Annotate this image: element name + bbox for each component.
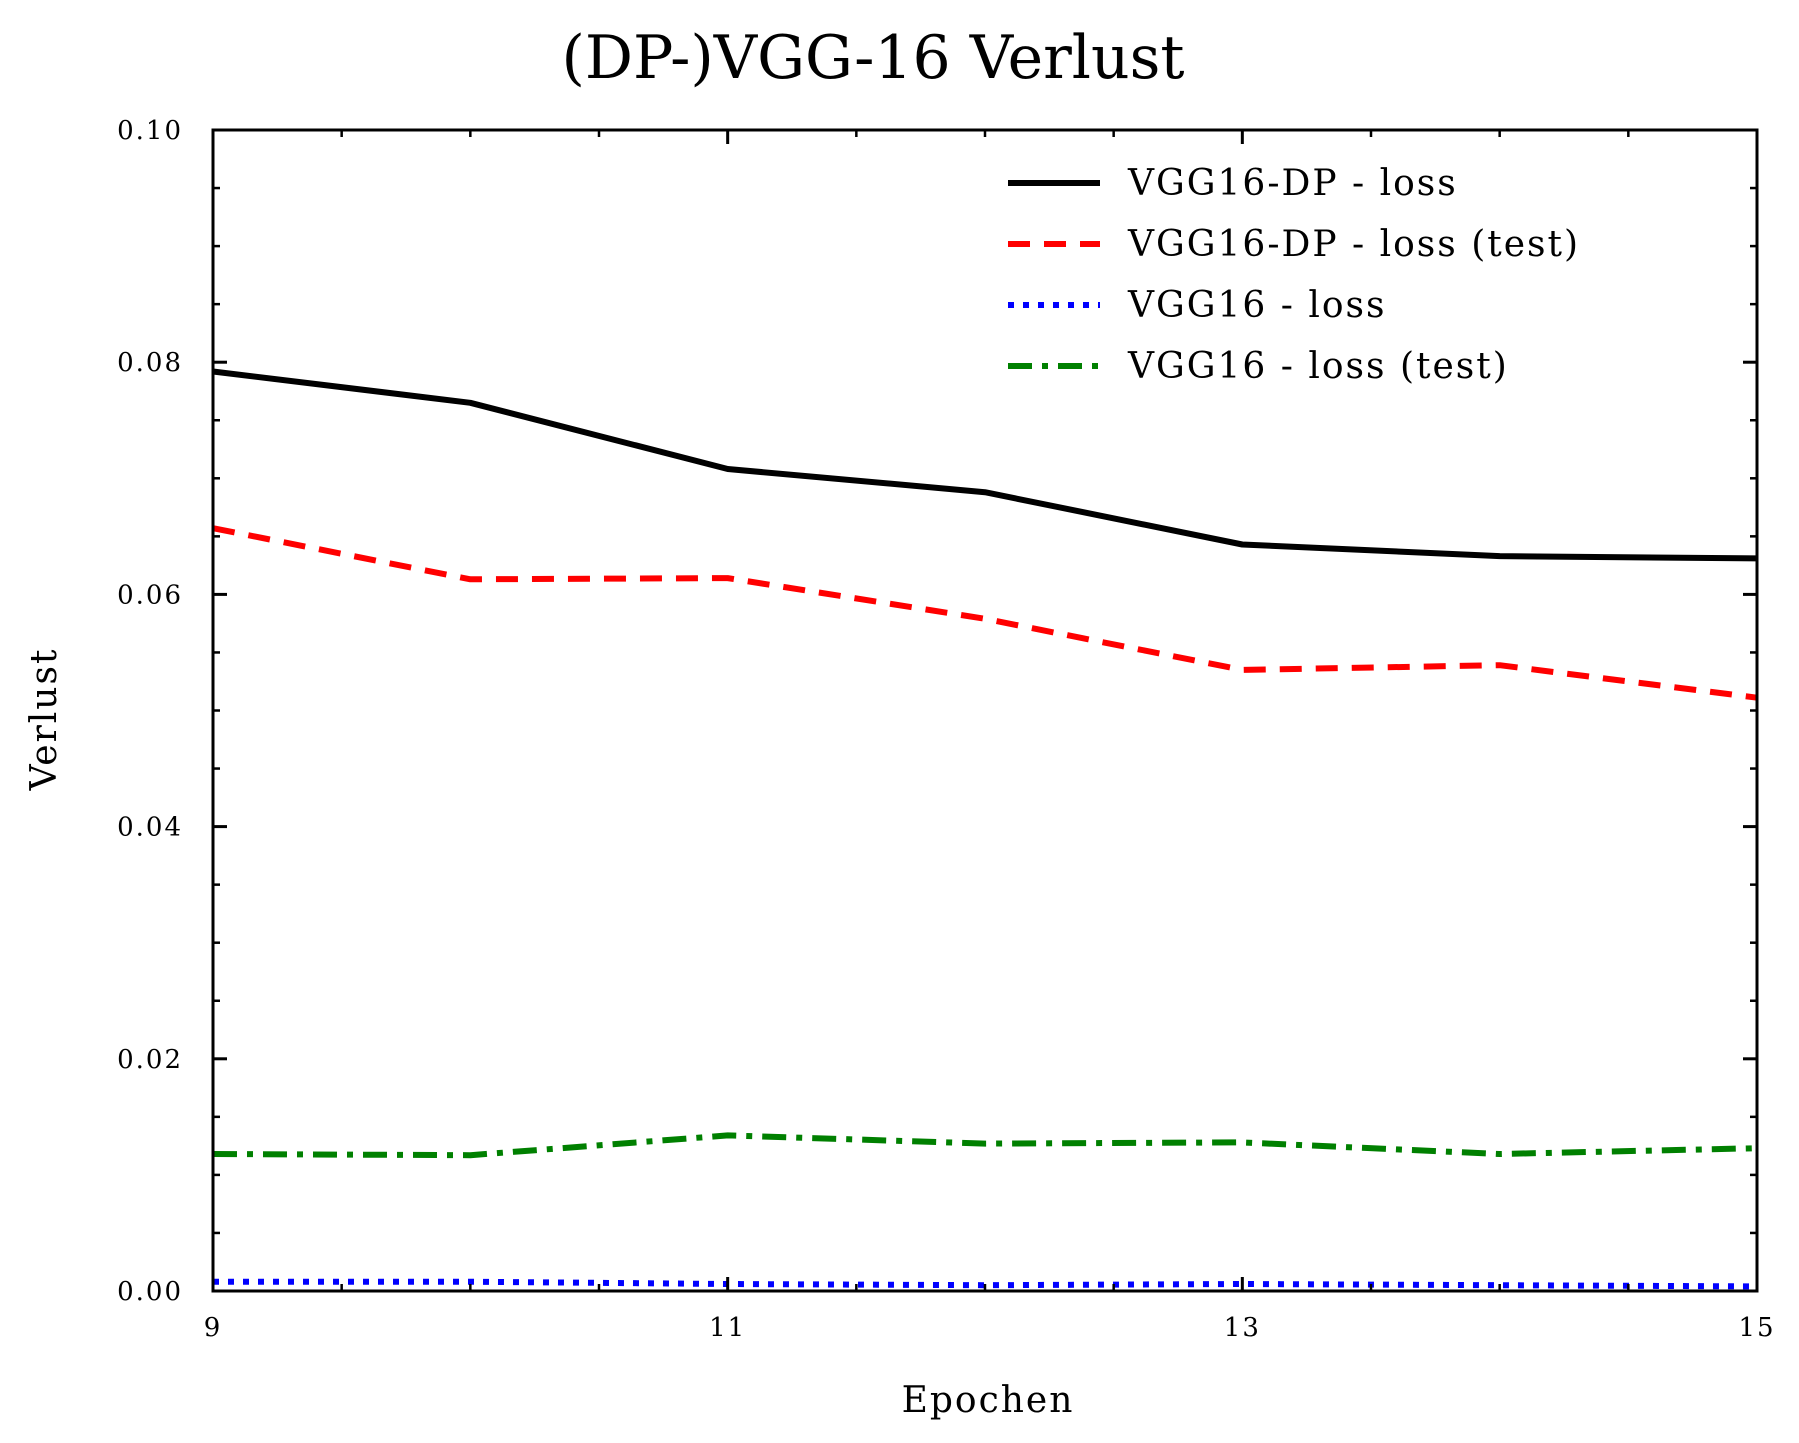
y-tick-label: 0.02 xyxy=(117,1045,183,1075)
x-tick-label: 9 xyxy=(204,1313,223,1343)
chart-title: (DP-)VGG-16 Verlust xyxy=(561,23,1184,93)
x-tick-label: 11 xyxy=(709,1313,746,1343)
legend-label-1: VGG16-DP - loss xyxy=(1127,163,1458,204)
legend: VGG16-DP - loss VGG16-DP - loss (test) VGG… xyxy=(1008,163,1580,387)
legend-label-4: VGG16 - loss (test) xyxy=(1127,346,1509,387)
y-tick-label: 0.00 xyxy=(117,1277,183,1307)
y-tick-label: 0.10 xyxy=(117,116,183,146)
x-axis-label: Epochen xyxy=(902,1380,1075,1421)
x-tick-label: 15 xyxy=(1738,1313,1775,1343)
series-line-3 xyxy=(213,1278,1758,1290)
plot-frame xyxy=(211,128,1759,1293)
series-line-1 xyxy=(212,368,1758,562)
series-line-4 xyxy=(212,1132,1758,1159)
y-tick-label: 0.04 xyxy=(117,813,183,843)
series-line-2 xyxy=(212,525,1758,701)
y-tick-label: 0.06 xyxy=(117,580,183,610)
x-tick-label: 13 xyxy=(1224,1313,1261,1343)
y-axis-label: Verlust xyxy=(24,648,65,792)
legend-label-3: VGG16 - loss xyxy=(1127,285,1387,326)
y-tick-label: 0.08 xyxy=(117,348,183,378)
plot-area: 0.00 0.02 0.04 0.06 0.08 0.10 9 11 13 15 xyxy=(117,116,1775,1343)
legend-label-2: VGG16-DP - loss (test) xyxy=(1127,224,1580,265)
